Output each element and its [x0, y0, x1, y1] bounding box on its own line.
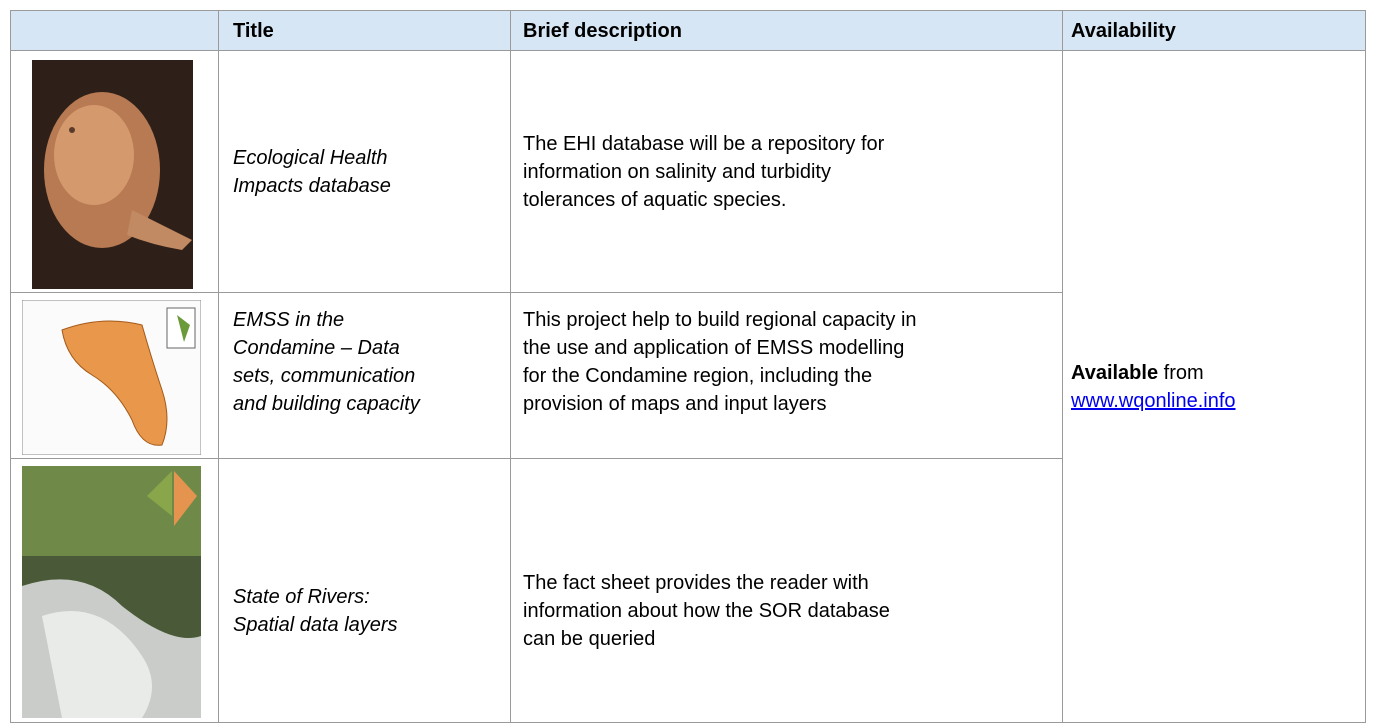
title-line: Impacts database — [233, 174, 391, 197]
availability-link[interactable]: www.wqonline.info — [1071, 389, 1236, 412]
description-line: for the Condamine region, including the — [523, 364, 873, 387]
description-line: information about how the SOR database — [523, 599, 890, 622]
description-line: can be queried — [523, 627, 656, 650]
description-cell: The EHI database will be a repository fo… — [510, 50, 1063, 293]
header-cell-empty — [10, 10, 219, 51]
title-line: sets, communication — [233, 364, 416, 387]
map-image — [22, 300, 201, 455]
availability-text: from — [1163, 361, 1204, 384]
header-title: Title — [233, 19, 274, 42]
header-cell: Brief description — [510, 10, 1063, 51]
description-line: the use and application of EMSS modellin… — [523, 336, 905, 359]
title-line: Spatial data layers — [233, 613, 398, 636]
availability-line: Available from — [1071, 359, 1365, 387]
title-line: Condamine – Data — [233, 336, 400, 359]
availability-label: Available — [1071, 361, 1159, 384]
title-cell: State of Rivers: Spatial data layers — [218, 458, 511, 723]
header-availability: Availability — [1071, 19, 1176, 42]
title-line: Ecological Health — [233, 146, 388, 169]
description-cell: The fact sheet provides the reader with … — [510, 458, 1063, 723]
header-cell: Title — [218, 10, 511, 51]
header-cell: Availability — [1062, 10, 1366, 51]
title-line: EMSS in the — [233, 308, 345, 331]
title-cell: Ecological Health Impacts database — [218, 50, 511, 293]
description-line: This project help to build regional capa… — [523, 308, 917, 331]
description-line: The fact sheet provides the reader with — [523, 571, 869, 594]
title-cell: EMSS in the Condamine – Data sets, commu… — [218, 292, 511, 459]
title-line: State of Rivers: — [233, 585, 370, 608]
availability-cell: Available from www.wqonline.info — [1062, 50, 1366, 723]
title-line: and building capacity — [233, 392, 420, 415]
river-image — [22, 466, 201, 718]
description-line: The EHI database will be a repository fo… — [523, 132, 885, 155]
description-line: information on salinity and turbidity — [523, 160, 831, 183]
availability-line: www.wqonline.info — [1071, 387, 1365, 415]
description-line: provision of maps and input layers — [523, 392, 827, 415]
description-cell: This project help to build regional capa… — [510, 292, 1063, 459]
description-line: tolerances of aquatic species. — [523, 188, 787, 211]
species-image — [32, 60, 193, 289]
header-description: Brief description — [523, 19, 682, 42]
